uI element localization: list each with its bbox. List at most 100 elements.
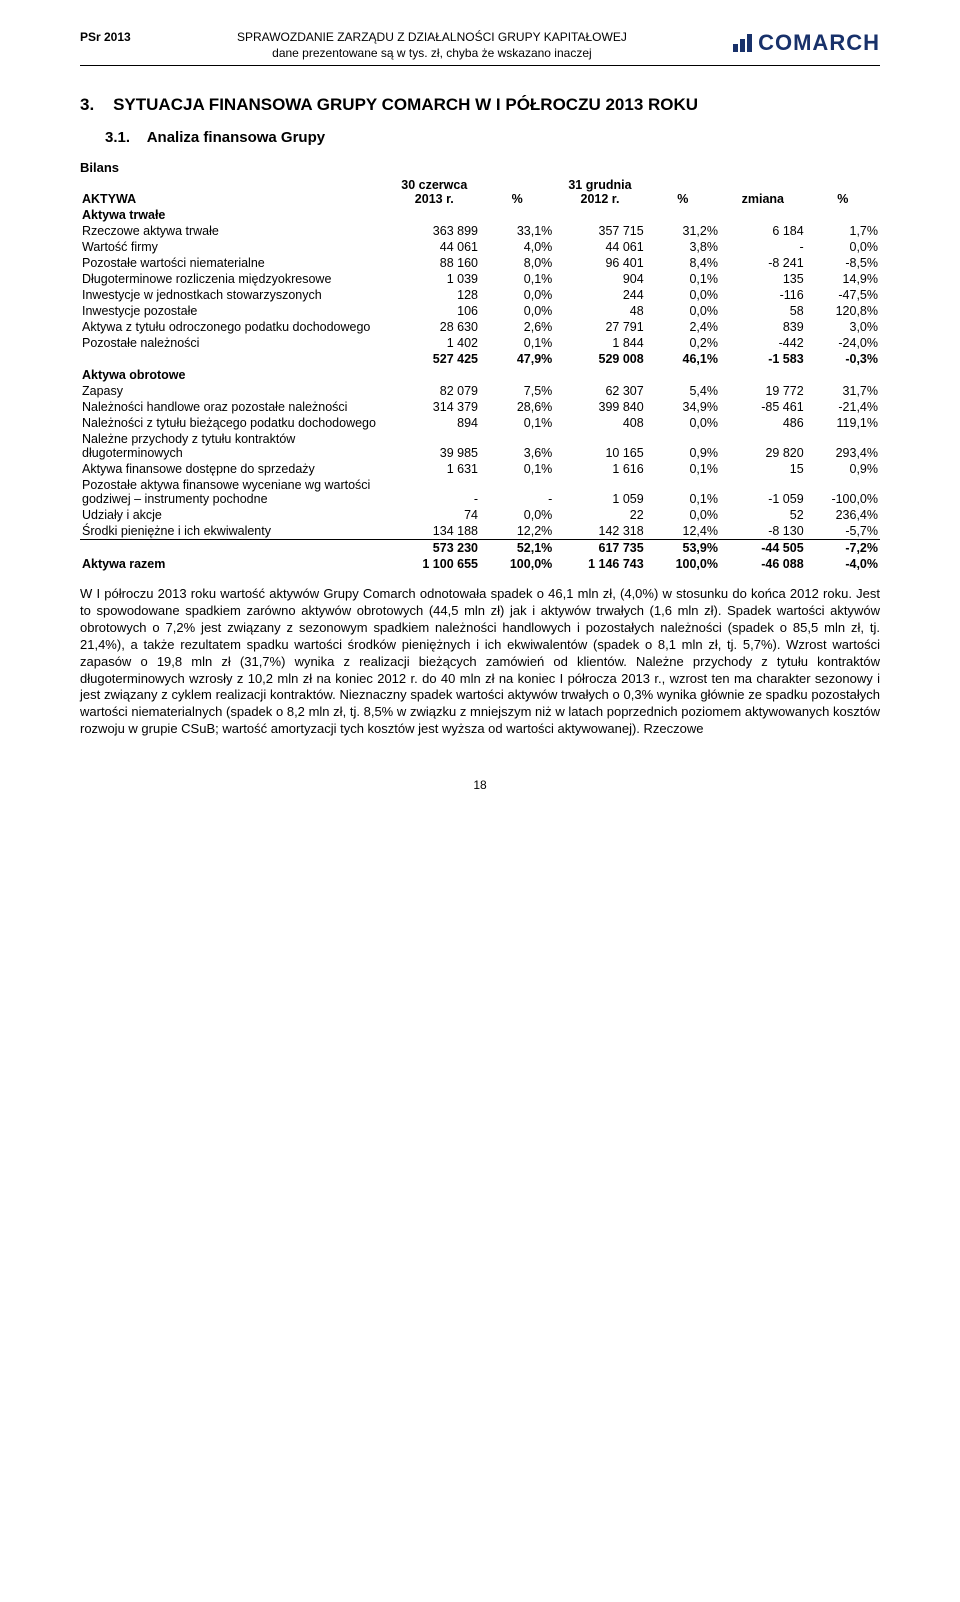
row-value: 0,0% (646, 415, 720, 431)
row-value: 44 061 (389, 239, 480, 255)
table-row: Pozostałe należności1 4020,1%1 8440,2%-4… (80, 335, 880, 351)
table-row: Pozostałe wartości niematerialne88 1608,… (80, 255, 880, 271)
row-value: 39 985 (389, 431, 480, 461)
row-value: 0,1% (646, 461, 720, 477)
row-value: 62 307 (554, 383, 645, 399)
row-value: 106 (389, 303, 480, 319)
table-row: Inwestycje w jednostkach stowarzyszonych… (80, 287, 880, 303)
row-label: Aktywa trwałe (80, 207, 389, 223)
row-value: 617 735 (554, 540, 645, 557)
row-value: 363 899 (389, 223, 480, 239)
row-value: 14,9% (806, 271, 880, 287)
row-label: Zapasy (80, 383, 389, 399)
section-title: 3. SYTUACJA FINANSOWA GRUPY COMARCH W I … (80, 94, 880, 117)
row-value: 0,0% (646, 303, 720, 319)
row-label (80, 351, 389, 367)
row-value: 15 (720, 461, 806, 477)
row-value: 142 318 (554, 523, 645, 540)
row-value: 44 061 (554, 239, 645, 255)
logo: COMARCH (733, 30, 880, 56)
header-left: PSr 2013 (80, 30, 131, 44)
row-label: Środki pieniężne i ich ekwiwalenty (80, 523, 389, 540)
row-value: 5,4% (646, 383, 720, 399)
row-value: 0,0% (480, 507, 554, 523)
row-value (720, 207, 806, 223)
row-value: 47,9% (480, 351, 554, 367)
row-value (806, 367, 880, 383)
row-value: 486 (720, 415, 806, 431)
row-value: -24,0% (806, 335, 880, 351)
row-label: Pozostałe wartości niematerialne (80, 255, 389, 271)
th-pct3: % (806, 177, 880, 207)
row-value: 31,2% (646, 223, 720, 239)
row-value: 10 165 (554, 431, 645, 461)
logo-bars-icon (733, 34, 752, 52)
row-value: 1 039 (389, 271, 480, 287)
row-value (806, 207, 880, 223)
row-value: 0,0% (806, 239, 880, 255)
row-value (554, 207, 645, 223)
row-value: 0,0% (646, 287, 720, 303)
row-value: 1 616 (554, 461, 645, 477)
header-center-line1: SPRAWOZDANIE ZARZĄDU Z DZIAŁALNOŚCI GRUP… (237, 30, 627, 44)
row-value: 3,6% (480, 431, 554, 461)
row-value: 31,7% (806, 383, 880, 399)
row-value: 1 631 (389, 461, 480, 477)
row-value: 0,1% (480, 461, 554, 477)
subsection-title: 3.1. Analiza finansowa Grupy (80, 129, 880, 146)
row-value: 1 100 655 (389, 556, 480, 572)
body-paragraph: W I półroczu 2013 roku wartość aktywów G… (80, 586, 880, 738)
table-row: Udziały i akcje740,0%220,0%52236,4% (80, 507, 880, 523)
row-value: 88 160 (389, 255, 480, 271)
row-value: 28 630 (389, 319, 480, 335)
row-value: -100,0% (806, 477, 880, 507)
page-number: 18 (80, 778, 880, 792)
subsection-title-text: Analiza finansowa Grupy (147, 129, 325, 146)
row-value: -4,0% (806, 556, 880, 572)
row-value: 12,4% (646, 523, 720, 540)
row-label: Należności handlowe oraz pozostałe należ… (80, 399, 389, 415)
row-label: Udziały i akcje (80, 507, 389, 523)
row-label: Należności z tytułu bieżącego podatku do… (80, 415, 389, 431)
row-value (720, 367, 806, 383)
table-row: Należności z tytułu bieżącego podatku do… (80, 415, 880, 431)
bilans-label: Bilans (80, 160, 880, 175)
row-value: 399 840 (554, 399, 645, 415)
row-label: Wartość firmy (80, 239, 389, 255)
th-aktywa: AKTYWA (80, 177, 389, 207)
row-label: Aktywa obrotowe (80, 367, 389, 383)
table-row: Długoterminowe rozliczenia międzyokresow… (80, 271, 880, 287)
row-value: 100,0% (480, 556, 554, 572)
row-value (554, 367, 645, 383)
row-value: -0,3% (806, 351, 880, 367)
th-pct2: % (646, 177, 720, 207)
row-label: Pozostałe należności (80, 335, 389, 351)
row-value: 0,2% (646, 335, 720, 351)
table-row: Zapasy82 0797,5%62 3075,4%19 77231,7% (80, 383, 880, 399)
row-value: - (480, 477, 554, 507)
row-value: 529 008 (554, 351, 645, 367)
row-value: 408 (554, 415, 645, 431)
row-value: 904 (554, 271, 645, 287)
table-row: 573 23052,1%617 73553,9%-44 505-7,2% (80, 540, 880, 557)
row-value: 58 (720, 303, 806, 319)
table-row: 527 42547,9%529 00846,1%-1 583-0,3% (80, 351, 880, 367)
row-value: 573 230 (389, 540, 480, 557)
row-value: 0,9% (806, 461, 880, 477)
row-value: 74 (389, 507, 480, 523)
row-value: 53,9% (646, 540, 720, 557)
row-value: 2,4% (646, 319, 720, 335)
table-row: Aktywa obrotowe (80, 367, 880, 383)
row-value: 29 820 (720, 431, 806, 461)
row-label: Aktywa finansowe dostępne do sprzedaży (80, 461, 389, 477)
row-value (480, 207, 554, 223)
row-value: 100,0% (646, 556, 720, 572)
row-value: 0,0% (480, 303, 554, 319)
row-value: -47,5% (806, 287, 880, 303)
table-header-row: AKTYWA 30 czerwca 2013 r. % 31 grudnia 2… (80, 177, 880, 207)
row-value: 0,1% (480, 415, 554, 431)
row-value: 0,1% (646, 477, 720, 507)
row-value: 135 (720, 271, 806, 287)
page-header: PSr 2013 SPRAWOZDANIE ZARZĄDU Z DZIAŁALN… (80, 30, 880, 61)
row-value: 1 146 743 (554, 556, 645, 572)
